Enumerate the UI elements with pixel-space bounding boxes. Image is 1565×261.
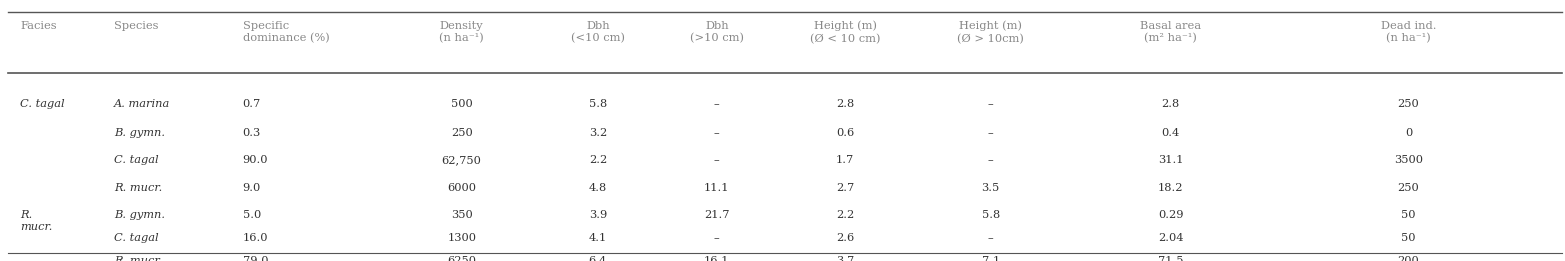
- Text: Height (m)
(Ø > 10cm): Height (m) (Ø > 10cm): [958, 21, 1024, 44]
- Text: R.
mucr.: R. mucr.: [20, 210, 53, 232]
- Text: 5.8: 5.8: [981, 210, 1000, 220]
- Text: 9.0: 9.0: [243, 183, 261, 193]
- Text: B. gymn.: B. gymn.: [114, 210, 166, 220]
- Text: 250: 250: [1398, 99, 1419, 109]
- Text: C. tagal: C. tagal: [114, 233, 160, 243]
- Text: 16.1: 16.1: [704, 256, 729, 261]
- Text: 2.8: 2.8: [836, 99, 854, 109]
- Text: 200: 200: [1398, 256, 1419, 261]
- Text: –: –: [988, 99, 994, 109]
- Text: 2.8: 2.8: [1161, 99, 1180, 109]
- Text: 6.4: 6.4: [588, 256, 607, 261]
- Text: 3500: 3500: [1394, 155, 1423, 165]
- Text: Density
(n ha⁻¹): Density (n ha⁻¹): [440, 21, 484, 43]
- Text: 6250: 6250: [448, 256, 476, 261]
- Text: C. tagal: C. tagal: [20, 99, 66, 109]
- Text: R. mucr.: R. mucr.: [114, 256, 163, 261]
- Text: 2.2: 2.2: [588, 155, 607, 165]
- Text: B. gymn.: B. gymn.: [114, 128, 166, 138]
- Text: 4.1: 4.1: [588, 233, 607, 243]
- Text: 11.1: 11.1: [704, 183, 729, 193]
- Text: 62,750: 62,750: [441, 155, 482, 165]
- Text: 500: 500: [451, 99, 473, 109]
- Text: –: –: [988, 128, 994, 138]
- Text: 250: 250: [451, 128, 473, 138]
- Text: 0.29: 0.29: [1158, 210, 1183, 220]
- Text: 50: 50: [1401, 210, 1416, 220]
- Text: C. tagal: C. tagal: [114, 155, 160, 165]
- Text: 350: 350: [451, 210, 473, 220]
- Text: 2.2: 2.2: [836, 210, 854, 220]
- Text: 0.4: 0.4: [1161, 128, 1180, 138]
- Text: 6000: 6000: [448, 183, 476, 193]
- Text: 2.04: 2.04: [1158, 233, 1183, 243]
- Text: 71.5: 71.5: [1158, 256, 1183, 261]
- Text: 1.7: 1.7: [836, 155, 854, 165]
- Text: 2.7: 2.7: [836, 183, 854, 193]
- Text: 3.7: 3.7: [836, 256, 854, 261]
- Text: 31.1: 31.1: [1158, 155, 1183, 165]
- Text: 50: 50: [1401, 233, 1416, 243]
- Text: 90.0: 90.0: [243, 155, 268, 165]
- Text: 5.8: 5.8: [588, 99, 607, 109]
- Text: Height (m)
(Ø < 10 cm): Height (m) (Ø < 10 cm): [809, 21, 881, 44]
- Text: R. mucr.: R. mucr.: [114, 183, 163, 193]
- Text: –: –: [714, 99, 720, 109]
- Text: 21.7: 21.7: [704, 210, 729, 220]
- Text: –: –: [988, 233, 994, 243]
- Text: 3.2: 3.2: [588, 128, 607, 138]
- Text: 250: 250: [1398, 183, 1419, 193]
- Text: 3.9: 3.9: [588, 210, 607, 220]
- Text: 3.5: 3.5: [981, 183, 1000, 193]
- Text: Dbh
(<10 cm): Dbh (<10 cm): [571, 21, 624, 43]
- Text: A. marina: A. marina: [114, 99, 171, 109]
- Text: 79.0: 79.0: [243, 256, 268, 261]
- Text: –: –: [714, 233, 720, 243]
- Text: Dbh
(>10 cm): Dbh (>10 cm): [690, 21, 743, 43]
- Text: 4.8: 4.8: [588, 183, 607, 193]
- Text: 1300: 1300: [448, 233, 476, 243]
- Text: Basal area
(m² ha⁻¹): Basal area (m² ha⁻¹): [1139, 21, 1202, 43]
- Text: 7.1: 7.1: [981, 256, 1000, 261]
- Text: Specific
dominance (%): Specific dominance (%): [243, 21, 329, 43]
- Text: 0.3: 0.3: [243, 128, 261, 138]
- Text: 18.2: 18.2: [1158, 183, 1183, 193]
- Text: 0.7: 0.7: [243, 99, 261, 109]
- Text: 0: 0: [1405, 128, 1412, 138]
- Text: Species: Species: [114, 21, 158, 31]
- Text: –: –: [714, 128, 720, 138]
- Text: 0.6: 0.6: [836, 128, 854, 138]
- Text: Dead ind.
(n ha⁻¹): Dead ind. (n ha⁻¹): [1380, 21, 1437, 43]
- Text: 16.0: 16.0: [243, 233, 268, 243]
- Text: Facies: Facies: [20, 21, 56, 31]
- Text: 5.0: 5.0: [243, 210, 261, 220]
- Text: –: –: [988, 155, 994, 165]
- Text: 2.6: 2.6: [836, 233, 854, 243]
- Text: –: –: [714, 155, 720, 165]
